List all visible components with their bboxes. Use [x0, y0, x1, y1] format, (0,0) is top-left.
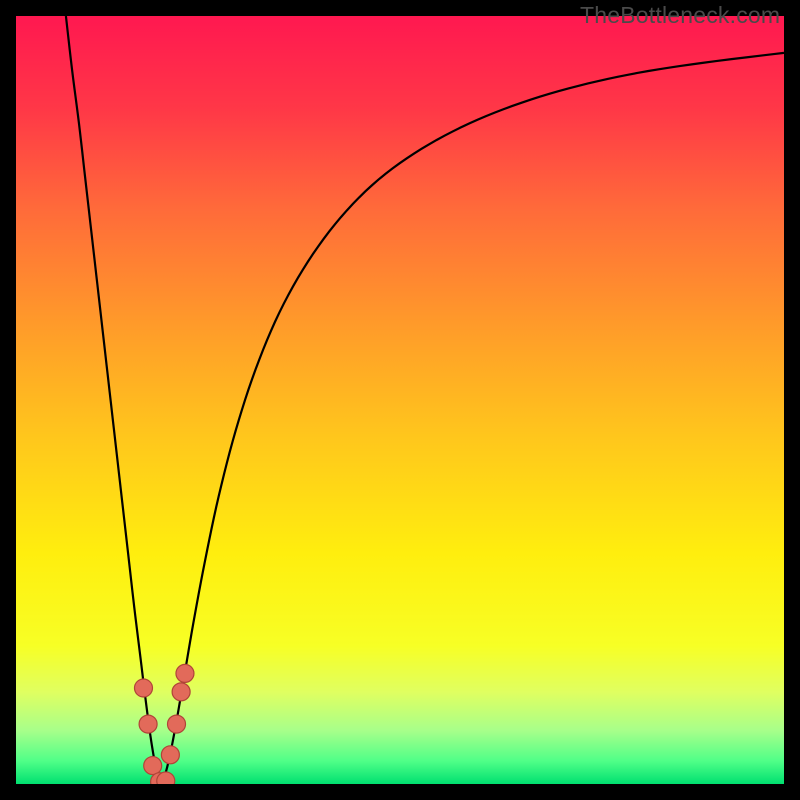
watermark-text: TheBottleneck.com [580, 2, 780, 29]
data-marker [168, 715, 186, 733]
data-marker [176, 664, 194, 682]
data-marker [134, 679, 152, 697]
data-marker [172, 683, 190, 701]
data-marker [144, 757, 162, 775]
chart-svg [0, 0, 800, 800]
chart-container: TheBottleneck.com [0, 0, 800, 800]
plot-background [16, 16, 784, 784]
data-marker [161, 746, 179, 764]
data-marker [139, 715, 157, 733]
